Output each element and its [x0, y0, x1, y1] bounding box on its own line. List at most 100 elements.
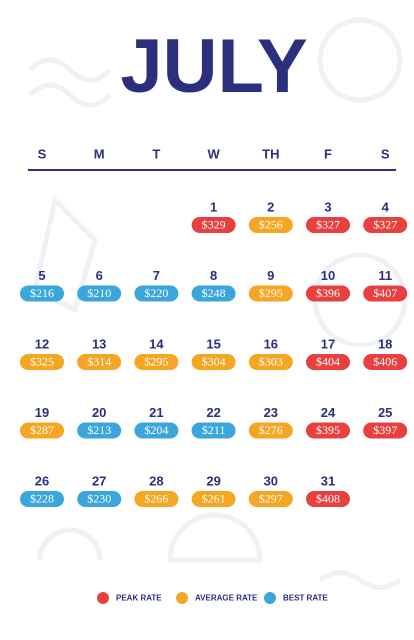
rate-pill	[363, 217, 408, 233]
rate-pill	[306, 491, 350, 507]
day-number: 15	[206, 336, 220, 351]
rate-label: $325	[30, 354, 54, 368]
day-number: 17	[321, 336, 335, 351]
day-number: 7	[153, 268, 160, 283]
day-number: 18	[378, 336, 392, 351]
rate-label: $204	[144, 423, 168, 437]
rate-pill	[306, 217, 350, 233]
rate-pill	[134, 285, 179, 302]
rate-pill	[20, 422, 64, 439]
rate-pill	[248, 285, 293, 302]
rate-pill	[134, 354, 179, 370]
rate-pill	[20, 285, 64, 302]
day-number: 1	[210, 199, 217, 214]
day-number: 20	[92, 405, 106, 420]
day-number: 8	[210, 268, 217, 283]
rate-pill	[306, 422, 350, 439]
day-number: 12	[35, 336, 49, 351]
day-number: 21	[149, 405, 163, 420]
rate-pill	[134, 491, 179, 507]
rate-label: $404	[316, 354, 340, 368]
rate-label: $287	[30, 423, 54, 437]
month-title: JULY	[120, 24, 307, 109]
rate-label: $407	[373, 286, 397, 300]
rate-pill	[77, 285, 122, 302]
rate-label: $408	[316, 491, 340, 505]
rate-label: $210	[87, 286, 111, 300]
day-number: 26	[35, 473, 49, 488]
weekday-label: F	[324, 146, 332, 161]
legend-dot	[264, 592, 276, 604]
rate-label: $327	[373, 217, 397, 231]
day-number: 9	[267, 268, 274, 283]
legend-label: BEST RATE	[283, 594, 328, 603]
rate-label: $276	[259, 423, 283, 437]
legend-dot	[97, 592, 109, 604]
weekday-label: S	[38, 146, 47, 161]
day-number: 14	[149, 336, 164, 351]
rate-label: $216	[30, 286, 54, 300]
day-number: 11	[378, 268, 392, 283]
day-number: 2	[267, 199, 274, 214]
rate-pill	[363, 285, 408, 302]
rate-label: $295	[144, 354, 168, 368]
rate-pill	[306, 285, 350, 302]
rate-label: $406	[373, 354, 397, 368]
rate-label: $211	[202, 423, 226, 437]
rate-label: $397	[373, 423, 397, 437]
rate-label: $396	[316, 286, 340, 300]
day-number: 13	[92, 336, 106, 351]
weekday-label: W	[207, 146, 220, 161]
rate-pill	[248, 217, 293, 233]
day-number: 3	[324, 199, 331, 214]
day-number: 27	[92, 473, 106, 488]
rate-pill	[248, 422, 293, 439]
rate-label: $266	[144, 491, 168, 505]
rate-pill	[191, 491, 236, 507]
weekday-label: T	[152, 146, 160, 161]
rate-pill	[134, 422, 179, 439]
rate-label: $327	[316, 217, 340, 231]
legend-label: PEAK RATE	[116, 594, 162, 603]
rate-label: $213	[87, 423, 111, 437]
rate-label: $304	[202, 354, 226, 368]
weekday-label: M	[94, 146, 105, 161]
rate-pill	[77, 354, 122, 370]
rate-pill	[20, 354, 64, 370]
rate-label: $395	[316, 423, 340, 437]
rate-label: $314	[87, 354, 111, 368]
day-number: 24	[321, 405, 336, 420]
rate-label: $261	[202, 491, 226, 505]
rate-pill	[191, 422, 236, 439]
rate-pill	[191, 354, 236, 370]
rate-label: $220	[144, 286, 168, 300]
rate-label: $230	[87, 491, 111, 505]
day-number: 10	[321, 268, 335, 283]
rate-pill	[363, 354, 408, 370]
day-number: 30	[264, 473, 278, 488]
rate-pill	[248, 491, 293, 507]
rate-pill	[20, 491, 64, 507]
weekday-label: TH	[262, 146, 279, 161]
rate-pill	[77, 491, 122, 507]
rate-label: $295	[259, 286, 283, 300]
day-number: 31	[321, 473, 335, 488]
rate-pill	[306, 354, 350, 370]
day-number: 4	[382, 199, 390, 214]
rate-label: $256	[259, 217, 283, 231]
rate-pill	[248, 354, 293, 370]
weekday-label: S	[381, 146, 390, 161]
rate-label: $329	[202, 217, 226, 231]
day-number: 28	[149, 473, 163, 488]
day-number: 5	[38, 268, 45, 283]
day-number: 19	[35, 405, 49, 420]
rate-label: $248	[202, 286, 226, 300]
rate-pill	[191, 217, 236, 233]
rate-pill	[191, 285, 236, 302]
day-number: 23	[264, 405, 278, 420]
rate-label: $228	[30, 491, 54, 505]
day-number: 22	[206, 405, 220, 420]
day-number: 25	[378, 405, 392, 420]
day-number: 6	[96, 268, 103, 283]
